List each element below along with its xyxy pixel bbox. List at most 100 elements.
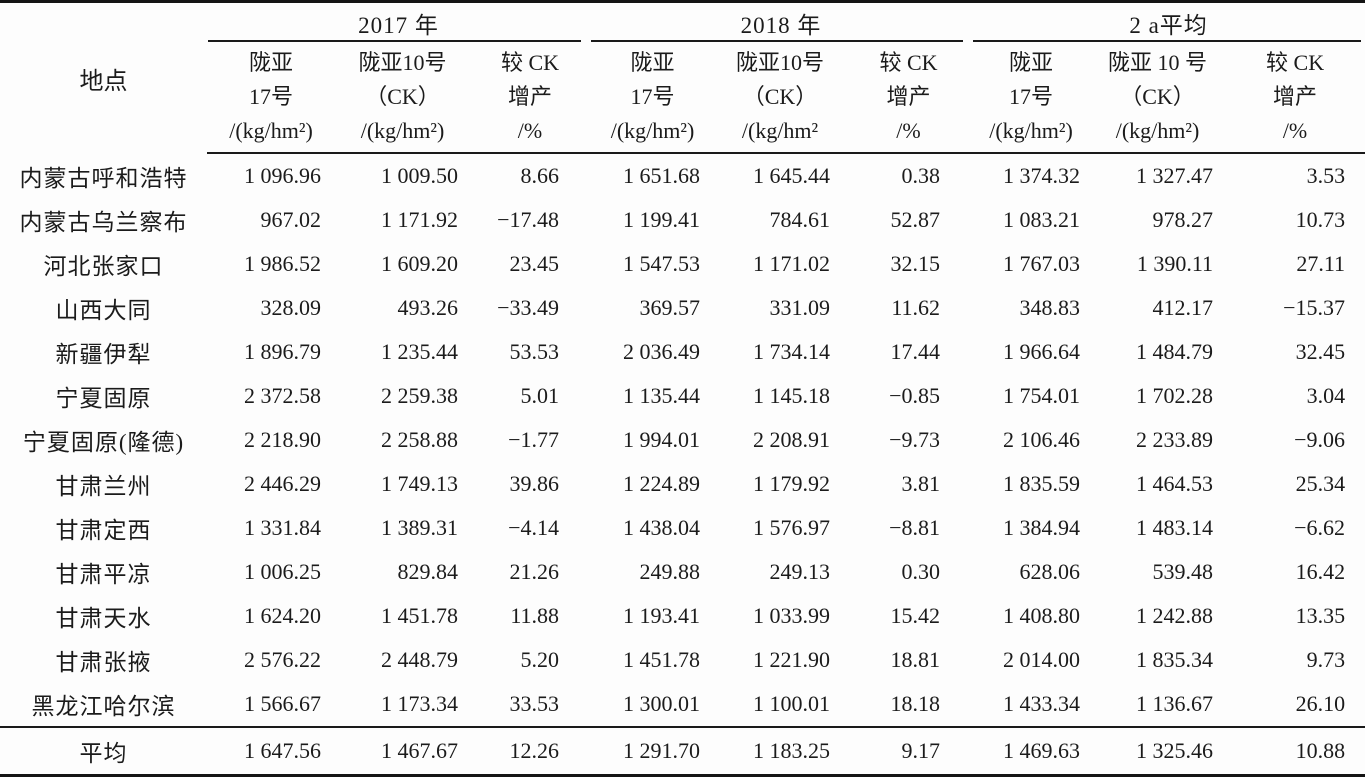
summary-2a-ck: 1 325.46 [1090, 726, 1226, 776]
table-row: 新疆伊犁 1 896.79 1 235.44 53.53 2 036.49 1 … [0, 330, 1365, 374]
value-cell-2017-increase: −17.48 [497, 207, 560, 232]
value-cell-2017-increase: 33.53 [509, 691, 560, 716]
value-cell-2a-ck: 1 136.67 [1136, 691, 1214, 716]
value-cell-2017-longya17: 2 576.22 [244, 647, 321, 672]
value-cell-2018-ck: 1 033.99 [753, 603, 831, 628]
value-cell-2a-increase: 25.34 [1295, 471, 1346, 496]
value-cell-2017-ck: 1 451.78 [381, 603, 458, 628]
value-cell-2017-longya17: 1 566.67 [244, 691, 321, 716]
value-cell-2017-ck: 1 173.34 [381, 691, 458, 716]
location-cell: 甘肃定西 [55, 518, 152, 543]
summary-2a-increase: 10.88 [1225, 726, 1365, 776]
table-row: 甘肃定西 1 331.84 1 389.31 −4.14 1 438.04 1 … [0, 506, 1365, 550]
col-header-2017-increase-vs-ck: 较 CK 增产 /% [470, 42, 591, 154]
value-cell-2017-ck: 2 448.79 [381, 647, 458, 672]
value-cell-2018-ck: 784.61 [769, 207, 831, 232]
table-row: 河北张家口 1 986.52 1 609.20 23.45 1 547.53 1… [0, 242, 1365, 286]
col-header-2018-increase-vs-ck: 较 CK 增产 /% [845, 42, 973, 154]
value-cell-2a-longya17: 2 014.00 [1003, 647, 1081, 672]
group-header-2017: 2017 年 [207, 2, 590, 43]
location-cell: 甘肃张掖 [55, 650, 152, 675]
table-row: 甘肃平凉 1 006.25 829.84 21.26 249.88 249.13… [0, 550, 1365, 594]
location-cell: 内蒙古乌兰察布 [19, 210, 188, 235]
value-cell-2017-increase: −33.49 [497, 295, 560, 320]
value-cell-2018-longya17: 249.88 [639, 559, 701, 584]
location-cell: 新疆伊犁 [55, 342, 152, 367]
value-cell-2a-increase: −9.06 [1294, 427, 1346, 452]
value-cell-2017-longya17: 1 624.20 [244, 603, 321, 628]
value-cell-2a-ck: 1 835.34 [1136, 647, 1214, 672]
value-cell-2018-ck: 1 734.14 [753, 339, 831, 364]
value-cell-2018-ck: 1 179.92 [753, 471, 831, 496]
value-cell-2018-longya17: 2 036.49 [623, 339, 701, 364]
value-cell-2017-longya17: 967.02 [260, 207, 322, 232]
value-cell-2017-increase: 53.53 [509, 339, 560, 364]
value-cell-2017-ck: 2 258.88 [381, 427, 458, 452]
value-cell-2017-longya17: 328.09 [260, 295, 322, 320]
value-cell-2017-increase: 5.01 [520, 383, 560, 408]
summary-2017-increase: 12.26 [470, 726, 591, 776]
value-cell-2a-increase: 3.53 [1306, 163, 1346, 188]
value-cell-2018-longya17: 1 224.89 [623, 471, 701, 496]
table-row: 宁夏固原 2 372.58 2 259.38 5.01 1 135.44 1 1… [0, 374, 1365, 418]
value-cell-2018-ck: 1 145.18 [753, 383, 831, 408]
value-cell-2a-longya17: 1 408.80 [1003, 603, 1081, 628]
value-cell-2017-increase: 23.45 [509, 251, 560, 276]
group-header-2a-average: 2 a平均 [972, 2, 1365, 43]
value-cell-2018-increase: 0.38 [901, 163, 941, 188]
col-header-2a-longya10-ck: 陇亚 10 号 （CK） /(kg/hm²) [1090, 42, 1226, 154]
value-cell-2017-increase: −1.77 [508, 427, 560, 452]
value-cell-2017-longya17: 1 331.84 [244, 515, 321, 540]
value-cell-2018-longya17: 1 438.04 [623, 515, 701, 540]
value-cell-2a-ck: 1 702.28 [1136, 383, 1214, 408]
value-cell-2a-longya17: 1 374.32 [1003, 163, 1081, 188]
value-cell-2017-longya17: 2 372.58 [244, 383, 321, 408]
value-cell-2018-increase: −0.85 [889, 383, 941, 408]
table-row: 甘肃张掖 2 576.22 2 448.79 5.20 1 451.78 1 2… [0, 638, 1365, 682]
summary-2017-ck: 1 467.67 [335, 726, 470, 776]
value-cell-2017-ck: 1 749.13 [381, 471, 458, 496]
location-cell: 宁夏固原(隆德) [22, 430, 185, 455]
col-header-2017-longya17: 陇亚 17号 /(kg/hm²) [207, 42, 335, 154]
value-cell-2018-increase: −9.73 [889, 427, 941, 452]
value-cell-2a-longya17: 1 767.03 [1003, 251, 1081, 276]
value-cell-2a-ck: 539.48 [1152, 559, 1214, 584]
value-cell-2a-increase: 13.35 [1295, 603, 1346, 628]
value-cell-2018-ck: 1 576.97 [753, 515, 831, 540]
summary-2a-longya17: 1 469.63 [972, 726, 1091, 776]
table-row: 山西大同 328.09 493.26 −33.49 369.57 331.09 … [0, 286, 1365, 330]
col-header-2018-longya17: 陇亚 17号 /(kg/hm²) [590, 42, 716, 154]
value-cell-2a-longya17: 1 083.21 [1003, 207, 1081, 232]
value-cell-2a-increase: 9.73 [1306, 647, 1346, 672]
value-cell-2a-longya17: 628.06 [1019, 559, 1081, 584]
location-cell: 甘肃兰州 [55, 474, 152, 499]
location-cell: 宁夏固原 [55, 386, 152, 411]
value-cell-2a-longya17: 1 835.59 [1003, 471, 1081, 496]
table-header: 地点 2017 年 2018 年 2 a平均 陇亚 17号 /(kg/hm²) … [0, 2, 1365, 154]
value-cell-2a-increase: 27.11 [1296, 251, 1346, 276]
value-cell-2018-longya17: 1 547.53 [623, 251, 701, 276]
value-cell-2018-longya17: 1 193.41 [623, 603, 701, 628]
summary-2018-increase: 9.17 [845, 726, 973, 776]
value-cell-2a-longya17: 1 433.34 [1003, 691, 1081, 716]
value-cell-2a-increase: −15.37 [1283, 295, 1346, 320]
value-cell-2017-ck: 1 609.20 [381, 251, 458, 276]
col-header-2a-longya17: 陇亚 17号 /(kg/hm²) [972, 42, 1091, 154]
value-cell-2018-longya17: 1 651.68 [623, 163, 701, 188]
value-cell-2017-longya17: 2 446.29 [244, 471, 321, 496]
value-cell-2a-ck: 412.17 [1152, 295, 1214, 320]
value-cell-2017-increase: 5.20 [520, 647, 560, 672]
value-cell-2018-increase: 3.81 [901, 471, 941, 496]
value-cell-2017-longya17: 1 096.96 [244, 163, 321, 188]
value-cell-2018-increase: 32.15 [890, 251, 941, 276]
summary-section: 平均 1 647.56 1 467.67 12.26 1 291.70 1 18… [0, 726, 1365, 776]
summary-2018-ck: 1 183.25 [715, 726, 846, 776]
table-body: 内蒙古呼和浩特 1 096.96 1 009.50 8.66 1 651.68 … [0, 153, 1365, 727]
place-column-header: 地点 [79, 68, 128, 95]
value-cell-2018-increase: 52.87 [890, 207, 941, 232]
value-cell-2017-ck: 1 009.50 [381, 163, 458, 188]
value-cell-2017-increase: 11.88 [510, 603, 560, 628]
summary-row: 平均 1 647.56 1 467.67 12.26 1 291.70 1 18… [0, 726, 1365, 776]
table-row: 宁夏固原(隆德) 2 218.90 2 258.88 −1.77 1 994.0… [0, 418, 1365, 462]
